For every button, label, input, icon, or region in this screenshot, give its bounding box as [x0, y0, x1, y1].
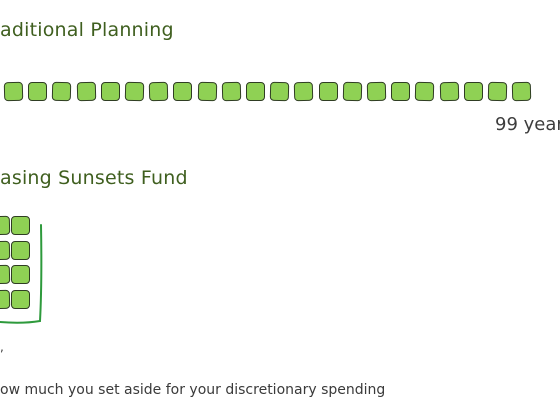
year-block — [124, 81, 145, 102]
year-block — [294, 81, 314, 102]
year-block — [197, 81, 217, 102]
fund-block — [11, 265, 30, 284]
year-block — [173, 82, 193, 101]
year-block — [76, 81, 96, 102]
year-block — [318, 82, 338, 101]
year-block — [415, 81, 435, 102]
year-block — [52, 81, 72, 102]
year-block — [439, 81, 459, 102]
grid-bracket — [0, 224, 43, 324]
year-block — [28, 82, 48, 101]
fund-block — [11, 289, 30, 309]
fund-block — [11, 240, 30, 260]
year-block — [221, 81, 242, 102]
year-block — [487, 81, 508, 102]
traditional-blocks-row — [0, 81, 560, 103]
year-block — [511, 81, 532, 102]
fund-block — [0, 264, 11, 285]
fund-block — [0, 240, 11, 260]
year-block — [366, 81, 387, 102]
year-block — [3, 81, 24, 102]
duration-label: 99 year — [495, 114, 560, 135]
fund-block — [0, 215, 11, 236]
year-block — [463, 82, 483, 101]
fund-block — [11, 216, 30, 235]
year-block — [246, 82, 265, 101]
year-block — [391, 82, 411, 101]
sunsets-blocks-grid — [0, 213, 44, 325]
fund-block — [0, 289, 11, 309]
sunsets-fund-title: asing Sunsets Fund — [0, 167, 188, 189]
year-block — [148, 81, 169, 102]
grid-tick-label: , — [0, 340, 4, 354]
year-block — [342, 81, 363, 102]
traditional-planning-title: aditional Planning — [0, 19, 174, 41]
year-block — [100, 82, 120, 101]
year-block — [269, 81, 290, 102]
footer-note: ow much you set aside for your discretio… — [0, 382, 386, 398]
